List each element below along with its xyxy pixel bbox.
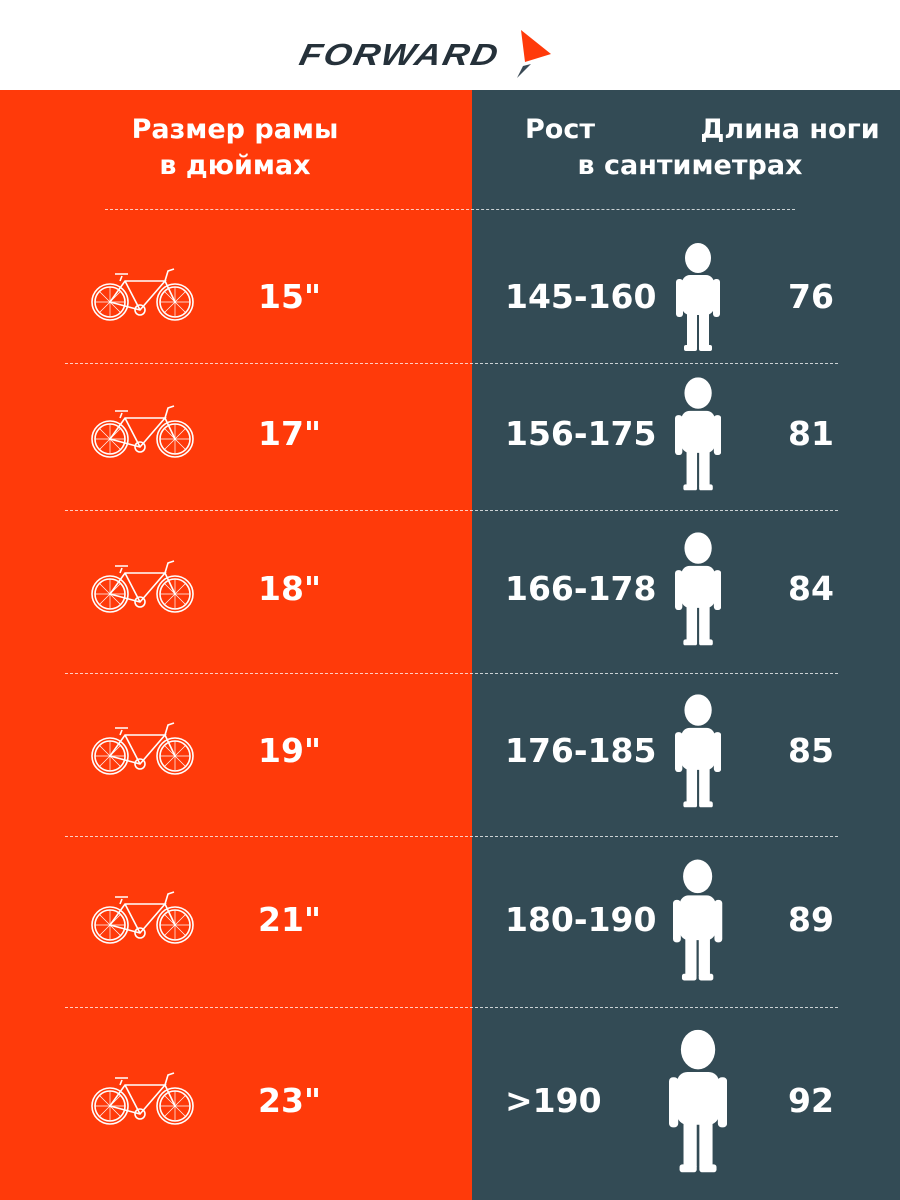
header: FORWARD — [0, 0, 900, 90]
leg-length: 84 — [788, 569, 834, 608]
forward-logo: FORWARD — [296, 30, 559, 80]
bicycle-icon — [90, 718, 195, 784]
frame-size-panel — [0, 90, 472, 1200]
bicycle-icon — [90, 887, 195, 953]
rider-height: 176-185 — [505, 731, 657, 770]
divider — [65, 363, 838, 364]
frame-size: 21" — [258, 900, 322, 939]
frame-size: 18" — [258, 569, 322, 608]
rider-height: 166-178 — [505, 569, 657, 608]
bicycle-icon — [90, 401, 195, 467]
leg-length-header: Длина ноги — [700, 114, 880, 145]
rider-height: 156-175 — [505, 414, 657, 453]
divider — [65, 510, 838, 511]
person-icon — [668, 1029, 728, 1173]
frame-size: 15" — [258, 277, 322, 316]
bicycle-icon — [90, 1068, 195, 1134]
frame-size: 19" — [258, 731, 322, 770]
person-icon — [673, 859, 723, 981]
rider-height: 180-190 — [505, 900, 657, 939]
leg-length: 76 — [788, 277, 834, 316]
person-icon — [674, 694, 722, 808]
frame-size-header-1: Размер рамы — [131, 114, 339, 145]
divider — [65, 836, 838, 837]
bicycle-icon — [90, 264, 195, 330]
arrow-logo-icon — [517, 30, 552, 78]
rider-height: >190 — [505, 1081, 602, 1120]
divider — [65, 673, 838, 674]
person-icon — [674, 377, 722, 491]
frame-size: 23" — [258, 1081, 322, 1120]
leg-length: 85 — [788, 731, 834, 770]
divider — [65, 1007, 838, 1008]
units-header: в сантиметрах — [577, 150, 803, 181]
leg-length: 92 — [788, 1081, 834, 1120]
logo-text: FORWARD — [296, 37, 504, 72]
person-icon — [674, 532, 722, 646]
rider-height: 145-160 — [505, 277, 657, 316]
frame-size-header-2: в дюймах — [159, 150, 311, 181]
person-icon — [676, 243, 720, 351]
bicycle-icon — [90, 556, 195, 622]
frame-size: 17" — [258, 414, 322, 453]
height-header: Рост — [525, 114, 595, 145]
divider — [105, 209, 795, 210]
leg-length: 81 — [788, 414, 834, 453]
leg-length: 89 — [788, 900, 834, 939]
